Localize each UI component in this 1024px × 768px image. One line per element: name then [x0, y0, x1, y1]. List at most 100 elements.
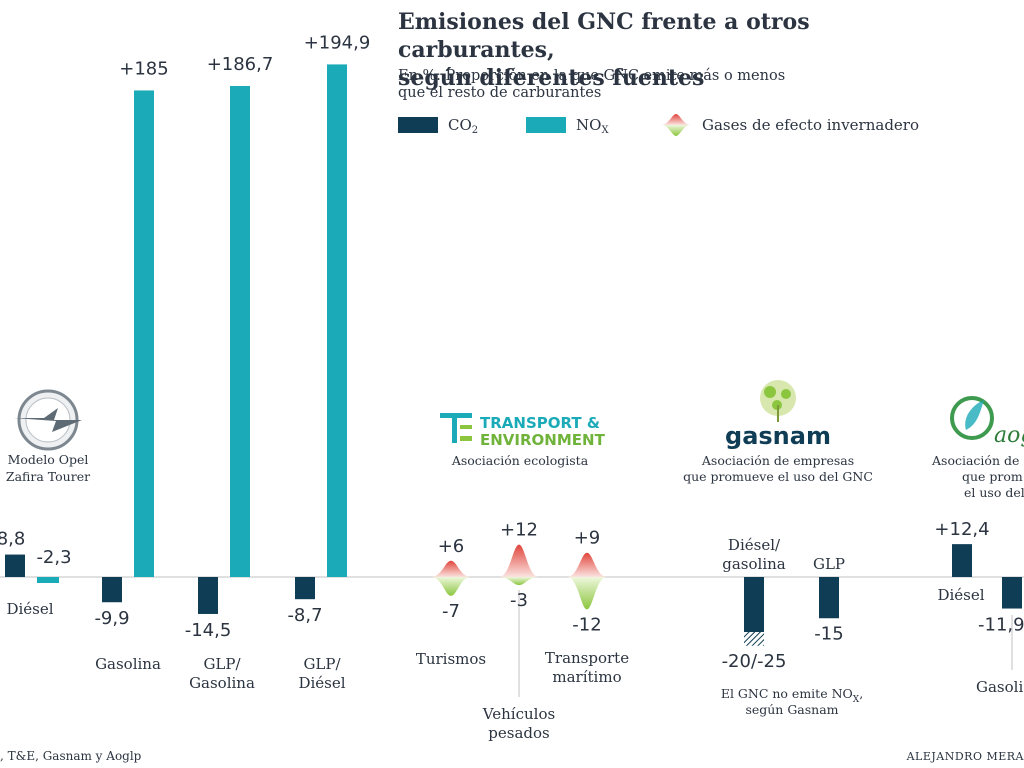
ghg-max-label-1: +12 [500, 520, 538, 541]
te-logo [440, 413, 472, 443]
legend-co2: CO 2 [398, 114, 478, 136]
legend-nox-sub: X [601, 124, 609, 136]
cat-gasnam-dg-1: Diésel/ [728, 536, 781, 554]
footer-credit: ALEJANDRO MERA [906, 750, 1024, 763]
co2-bar-0 [5, 554, 25, 577]
ghg-down-0 [431, 577, 471, 596]
gasnam-desc-line2: que promueve el uso del GNC [683, 469, 873, 484]
nox-label-3: +194,9 [304, 32, 371, 53]
ghg-down-2 [567, 577, 607, 610]
nox-bar-2 [230, 85, 250, 577]
legend-ghg-label: Gases de efecto invernadero [702, 116, 920, 134]
legend-co2-swatch [398, 117, 438, 133]
co2-bar-1 [102, 577, 122, 603]
gasnam-co2-bar-1 [819, 577, 839, 619]
te-logo-bar2 [460, 425, 472, 429]
ghg-min-label-2: -12 [572, 614, 601, 635]
aoglp-logo: aog [994, 423, 1024, 448]
gasnam-note-end: , [859, 686, 863, 701]
aoglp-logo-mark [950, 396, 994, 440]
gasnam-co2-label-1: -15 [814, 623, 843, 644]
legend-co2-sub: 2 [471, 124, 479, 136]
ghg-min-label-0: -7 [442, 601, 460, 622]
chart-title: Emisiones del GNC frente a otros carbura… [398, 8, 958, 92]
cat-glp-diesel-2: Diésel [298, 674, 345, 692]
cat-gasnam-glp: GLP [813, 555, 845, 573]
aoglp-co2-bar-1 [1002, 577, 1022, 609]
co2-label-3: -8,7 [287, 605, 322, 626]
cat-aoglp-diesel: Diésel [937, 586, 984, 604]
cat-gasolina: Gasolina [95, 655, 161, 673]
gasnam-note-sub: X [853, 695, 860, 705]
ghg-max-label-2: +9 [574, 528, 601, 549]
te-desc: Asociación ecologista [451, 453, 589, 468]
cat-gasnam-dg-2: gasolina [722, 555, 786, 573]
cat-turismos: Turismos [416, 650, 486, 668]
cat-aoglp-gasoli: Gasoli [976, 678, 1023, 696]
ghg-max-label-0: +6 [438, 536, 465, 557]
gasnam-co2-range-0 [744, 632, 764, 646]
chart-title-line2: según diferentes fuentes [398, 65, 705, 91]
nox-label-2: +186,7 [207, 54, 274, 75]
legend-nox-swatch [526, 117, 566, 133]
co2-bar-3 [295, 577, 315, 600]
cat-maritimo-1: Transporte [545, 649, 629, 667]
gasnam-desc-line1: Asociación de empresas [701, 453, 854, 468]
ghg-up-1 [499, 544, 539, 577]
legend-nox-label: NO [576, 116, 602, 134]
opel-desc-line2: Zafira Tourer [6, 469, 90, 484]
chart-subtitle: En %. Proporción en la que GNC emite más… [398, 68, 858, 102]
footer-source: , T&E, Gasnam y Aoglp [0, 749, 142, 763]
aoglp-desc-line1: Asociación de e [931, 453, 1024, 468]
cat-glp-gasolina-1: GLP/ [203, 655, 241, 673]
opel-logo-bolt [14, 408, 82, 432]
legend-ghg-icon [661, 114, 691, 136]
gasnam-logo: gasnam [725, 422, 831, 450]
nox-label-0: -2,3 [36, 547, 71, 568]
te-logo-stem [452, 413, 457, 443]
co2-label-1: -9,9 [94, 608, 129, 629]
cat-maritimo-2: marítimo [552, 668, 621, 686]
ghg-up-0 [431, 560, 471, 577]
gasnam-co2-label-0: -20/-25 [722, 651, 787, 672]
chart-subtitle-line1: En %. Proporción en la que GNC emite más… [398, 68, 786, 84]
aoglp-desc-line3: el uso del [964, 485, 1024, 500]
opel-desc-line1: Modelo Opel [8, 452, 89, 467]
te-logo-bar3 [460, 436, 472, 441]
gasnam-logo-leaf1 [764, 386, 776, 398]
aoglp-logo-ring [950, 396, 994, 440]
cat-pesados-1: Vehículos [482, 705, 555, 723]
nox-label-1: +185 [119, 58, 168, 79]
te-logo-line1: TRANSPORT & [480, 414, 600, 432]
aoglp-co2-label-0: +12,4 [934, 519, 989, 540]
nox-bar-1 [134, 90, 154, 577]
legend-co2-label: CO [448, 116, 472, 134]
cat-glp-gasolina-2: Gasolina [189, 674, 255, 692]
nox-bar-0 [37, 577, 59, 583]
ghg-down-1 [499, 577, 539, 586]
cat-opel-diesel: Diésel [6, 600, 53, 618]
aoglp-logo-leaf [965, 400, 984, 430]
gasnam-note-line2: según Gasnam [745, 702, 838, 717]
co2-label-0: 8,8 [0, 529, 25, 550]
te-logo-line2: ENVIRONMENT [480, 431, 606, 449]
legend-nox: NO X [526, 114, 609, 136]
ghg-up-2 [567, 552, 607, 577]
ghg-min-label-1: -3 [510, 590, 528, 611]
nox-bar-3 [327, 64, 347, 577]
chart-marks: -2,3 8,8 +185 -9,9 +186,7 -14,5 +194,9 -8,7 +6 -7… [0, 32, 1024, 671]
chart-title-line1: Emisiones del GNC frente a otros carbura… [398, 9, 810, 63]
aoglp-desc-line2: que prom [962, 469, 1023, 484]
cat-glp-diesel-1: GLP/ [303, 655, 341, 673]
gasnam-note-text: El GNC no emite NO [721, 686, 853, 701]
co2-label-2: -14,5 [185, 620, 232, 641]
gasnam-co2-bar-0 [744, 577, 764, 632]
aoglp-co2-bar-0 [952, 544, 972, 577]
co2-bar-2 [198, 577, 218, 614]
opel-logo [14, 389, 82, 451]
gasnam-logo-mark [760, 380, 796, 422]
chart-subtitle-line2: que el resto de carburantes [398, 85, 602, 101]
gasnam-note-line1: El GNC no emite NOX, [721, 686, 863, 705]
cat-pesados-2: pesados [488, 724, 549, 742]
